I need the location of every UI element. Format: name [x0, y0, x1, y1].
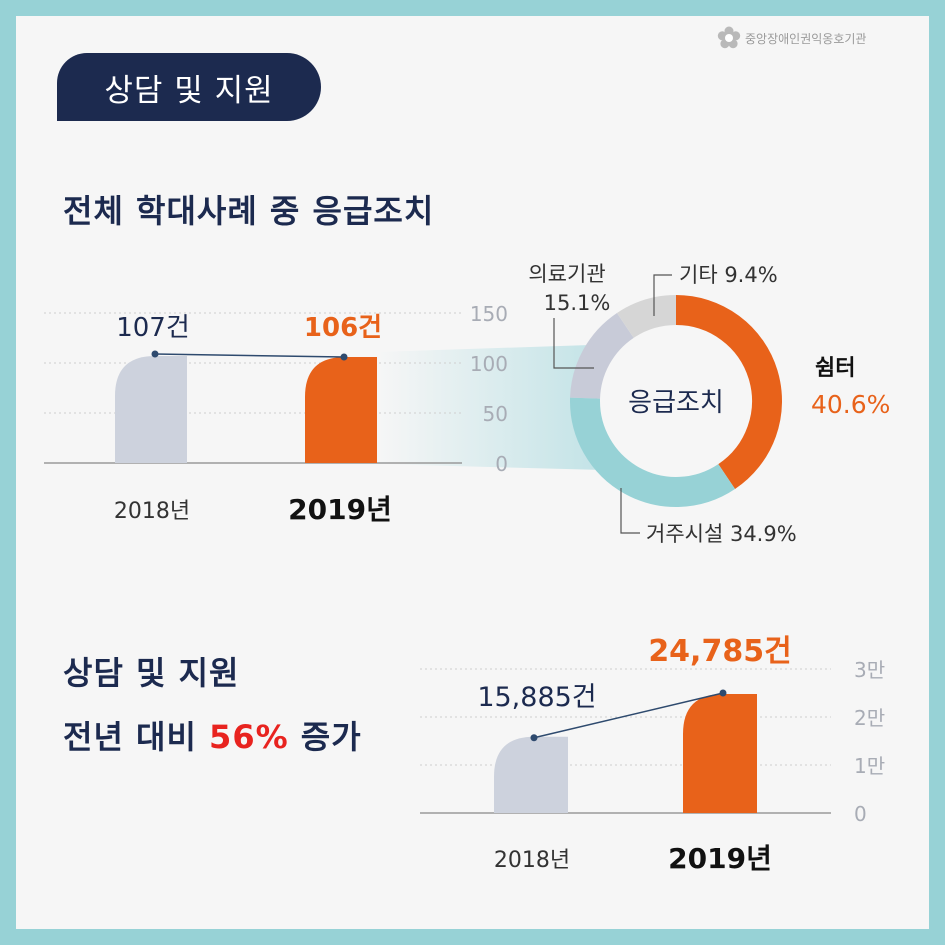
heading-emergency: 전체 학대사례 중 응급조치 — [63, 192, 435, 230]
donut-slice-label: 쉼터 — [815, 356, 855, 381]
bar1-category-label: 2018년 — [114, 499, 190, 524]
heading-counseling: 상담 및 지원 — [63, 654, 240, 692]
donut-slice-value: 40.6% — [811, 390, 890, 419]
org-logo-text: 중앙장애인권익옹호기관 — [745, 31, 867, 46]
bar2-ytick-label: 1만 — [854, 754, 885, 778]
bar1-bar — [305, 357, 377, 463]
heading-increase: 전년 대비 56% 증가 — [63, 712, 362, 758]
section-badge: 상담 및 지원 — [57, 53, 321, 121]
bar1-ytick-label: 150 — [470, 302, 508, 326]
bar2-bar — [683, 694, 757, 813]
bar2-category-label: 2018년 — [494, 848, 570, 873]
heading-increase-percent: 56% — [209, 718, 289, 756]
bar1-bar — [115, 356, 187, 463]
donut-slice — [570, 312, 635, 400]
bar1-trend-point — [151, 350, 159, 358]
bar2-trend-point — [719, 689, 727, 697]
bar1-ytick-label: 50 — [483, 402, 508, 426]
donut-slice-label: 기타 9.4% — [679, 263, 778, 287]
bar1-trend-line — [154, 353, 345, 358]
bar2-ytick-label: 0 — [854, 802, 867, 826]
heading-increase-post: 증가 — [300, 718, 362, 756]
donut-slice-label: 의료기관 — [528, 262, 605, 286]
donut-slice — [570, 397, 736, 507]
bar1-trend-point — [340, 353, 348, 361]
donut-leader-line — [653, 274, 672, 316]
donut-center-label: 응급조치 — [628, 388, 724, 418]
bar2-value-label: 24,785건 — [648, 634, 791, 669]
bar2-trend-line — [533, 692, 724, 739]
donut-leader-line — [620, 488, 640, 534]
bar1-ytick-label: 0 — [495, 452, 508, 476]
donut-leader-line — [553, 318, 594, 369]
card-background — [16, 16, 929, 929]
connector-band — [378, 345, 604, 470]
org-logo: 중앙장애인권익옹호기관 — [717, 26, 866, 50]
heading-increase-pre: 전년 대비 — [63, 718, 197, 756]
bar2-ytick-label: 2만 — [854, 706, 885, 730]
donut-slice — [616, 295, 677, 339]
bar2-category-label: 2019년 — [668, 842, 772, 875]
bar2-trend-point — [530, 734, 538, 742]
bar1-value-label: 106건 — [304, 313, 382, 343]
donut-slice-value: 15.1% — [544, 291, 611, 315]
bar2-ytick-label: 3만 — [854, 658, 885, 682]
flower-logo-icon — [717, 26, 741, 49]
donut-slice-label: 거주시설 34.9% — [646, 522, 797, 546]
bar1-ytick-label: 100 — [470, 352, 508, 376]
bar2-value-label: 15,885건 — [477, 682, 596, 713]
bar2-bar — [494, 736, 568, 813]
bar1-category-label: 2019년 — [288, 493, 392, 526]
bar1-value-label: 107건 — [116, 313, 190, 343]
donut-slice — [675, 295, 782, 490]
